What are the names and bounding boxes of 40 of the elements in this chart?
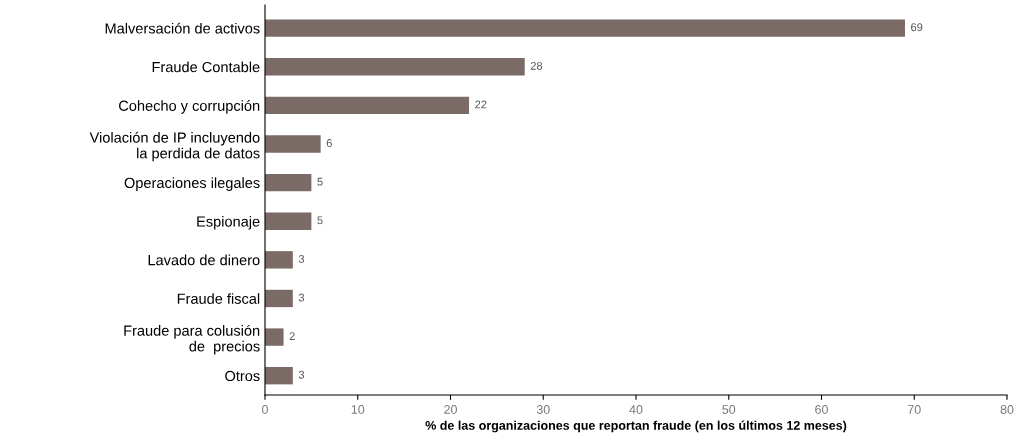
data-label: 6 [326,139,332,147]
x-tick-label: 30 [536,405,550,414]
data-label: 28 [530,61,543,70]
y-tick-label: Operaciones ilegales [124,177,260,191]
bar [265,19,905,37]
x-tick-label: 40 [629,405,643,414]
y-tick-label: Fraude para colusión de precios [124,324,260,355]
bar [265,135,321,153]
data-label: 3 [298,293,305,302]
x-axis-title: % de las organizaciones que reportan fraude (en los últimos 12 meses) [425,420,847,433]
data-label: 5 [317,216,323,225]
y-tick-label: Espionaje [197,215,260,230]
y-tick-label: Otros [225,370,260,382]
y-tick-label: Fraude Contable [152,61,260,73]
x-tick-label: 50 [722,405,736,414]
bar [265,212,312,230]
bar [265,96,470,115]
bar [265,328,284,346]
bar [265,173,312,192]
x-tick-label: 80 [1000,405,1014,414]
y-tick-label: Fraude fiscal [177,293,260,304]
data-label: 22 [475,100,487,109]
data-label: 3 [298,370,305,379]
y-tick-label: Lavado de dinero [148,254,260,266]
bar [265,367,293,385]
y-tick-label: Malversación de activos [105,22,260,34]
x-tick-label: 60 [815,405,828,414]
bar [265,289,293,308]
x-tick-label: 70 [907,405,921,414]
data-label: 3 [298,254,305,263]
bar [265,58,525,76]
x-tick-label: 0 [262,405,268,414]
x-tick-label: 20 [444,405,457,414]
y-tick-label: Violación de IP incluyendo la perdida de datos [89,131,260,162]
data-label: 2 [289,332,295,340]
data-label: 69 [911,23,923,32]
y-tick-label: Cohecho y corrupción [119,100,260,114]
x-tick-label: 10 [351,405,365,414]
data-label: 5 [317,177,323,186]
bar [265,251,293,269]
